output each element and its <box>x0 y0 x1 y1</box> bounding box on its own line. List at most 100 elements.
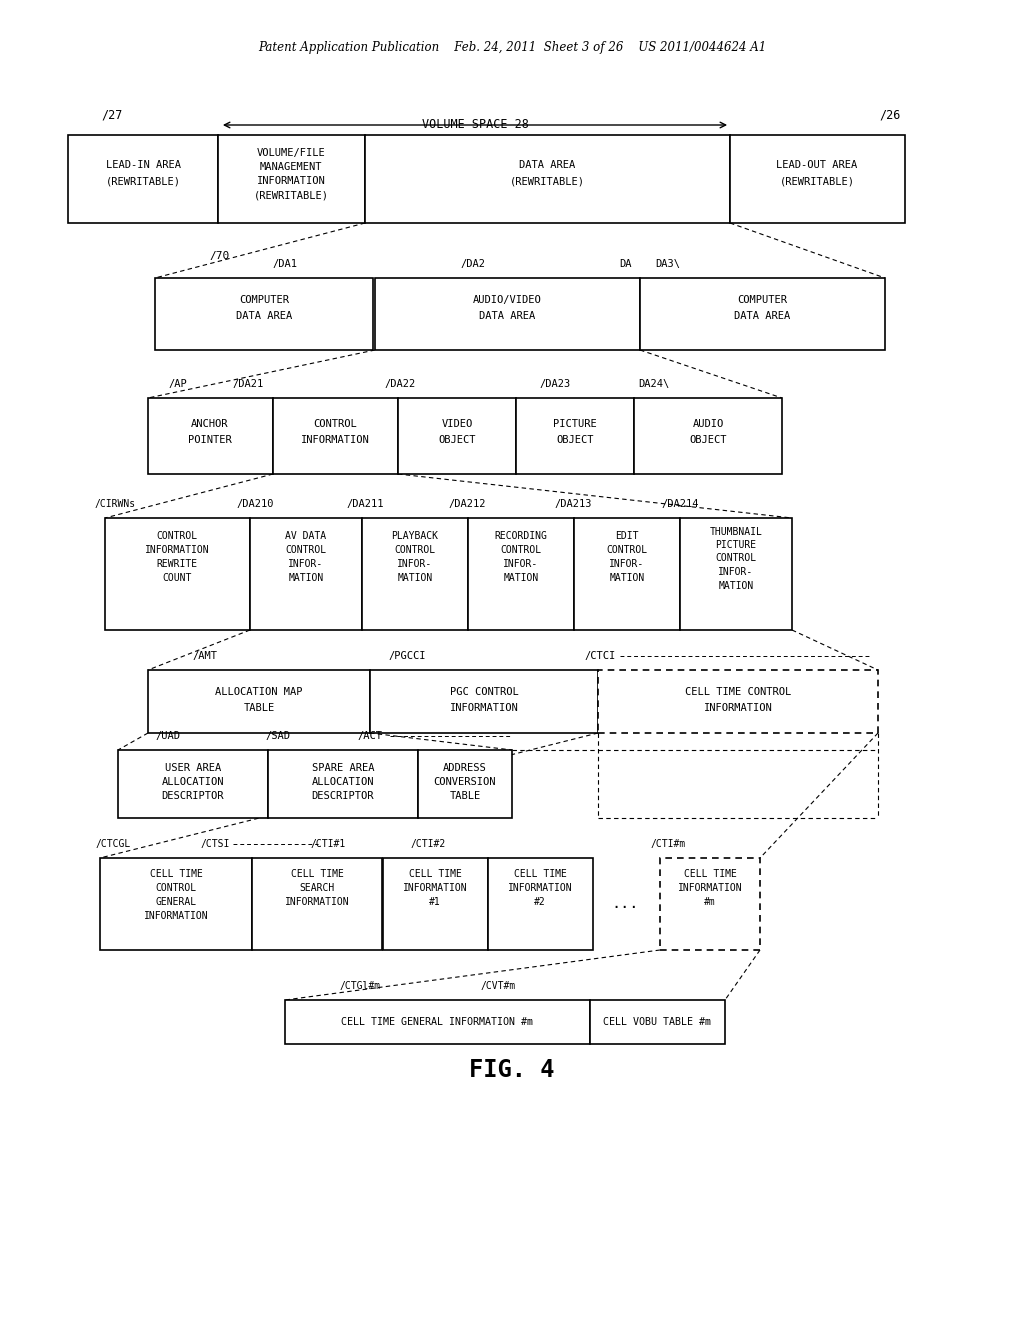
Text: INFORMATION: INFORMATION <box>450 704 518 713</box>
Bar <box>155 279 373 350</box>
Bar <box>250 517 362 630</box>
Text: PGC CONTROL: PGC CONTROL <box>450 686 518 697</box>
Text: DATA AREA: DATA AREA <box>734 312 791 321</box>
Text: TABLE: TABLE <box>450 791 480 801</box>
Text: CONVERSION: CONVERSION <box>434 777 497 787</box>
Text: DA: DA <box>618 259 631 269</box>
Text: /CTGl#m: /CTGl#m <box>339 981 381 991</box>
Text: /DA2: /DA2 <box>461 259 485 269</box>
Text: /DA1: /DA1 <box>272 259 298 269</box>
Text: OBJECT: OBJECT <box>556 436 594 445</box>
Text: OBJECT: OBJECT <box>438 436 476 445</box>
Text: /DA214: /DA214 <box>662 499 698 510</box>
Text: DESCRIPTOR: DESCRIPTOR <box>162 791 224 801</box>
Text: /AMT: /AMT <box>193 651 217 661</box>
Text: (REWRITABLE): (REWRITABLE) <box>510 176 585 186</box>
Text: INFORMATION: INFORMATION <box>285 898 349 907</box>
Text: VOLUME SPACE 28: VOLUME SPACE 28 <box>422 119 528 132</box>
Bar <box>634 399 782 474</box>
Text: INFORMATION: INFORMATION <box>143 911 208 921</box>
Text: INFORMATION: INFORMATION <box>508 883 572 894</box>
Bar <box>598 671 878 733</box>
Text: AUDIO: AUDIO <box>692 418 724 429</box>
Text: CONTROL: CONTROL <box>286 545 327 554</box>
Text: AUDIO/VIDEO: AUDIO/VIDEO <box>473 294 542 305</box>
Text: /DA23: /DA23 <box>540 379 570 389</box>
Bar <box>68 135 218 223</box>
Bar <box>252 858 382 950</box>
Text: /CTCI: /CTCI <box>585 651 615 661</box>
Text: CONTROL: CONTROL <box>313 418 357 429</box>
Text: FIG. 4: FIG. 4 <box>469 1059 555 1082</box>
Text: /AP: /AP <box>169 379 187 389</box>
Text: CELL TIME GENERAL INFORMATION #m: CELL TIME GENERAL INFORMATION #m <box>341 1016 534 1027</box>
Text: /SAD: /SAD <box>265 731 291 741</box>
Text: PICTURE: PICTURE <box>716 540 757 550</box>
Bar <box>365 135 730 223</box>
Text: PLAYBACK: PLAYBACK <box>391 531 438 541</box>
Bar <box>488 858 593 950</box>
Text: CONTROL: CONTROL <box>394 545 435 554</box>
Bar <box>118 750 268 818</box>
Text: INFOR-: INFOR- <box>397 558 432 569</box>
Text: INFOR-: INFOR- <box>504 558 539 569</box>
Text: /26: /26 <box>880 108 901 121</box>
Text: /UAD: /UAD <box>156 731 180 741</box>
Text: MANAGEMENT: MANAGEMENT <box>260 162 323 172</box>
Text: EDIT: EDIT <box>615 531 639 541</box>
Text: /PGCCI: /PGCCI <box>388 651 426 661</box>
Text: CONTROL: CONTROL <box>716 553 757 564</box>
Text: OBJECT: OBJECT <box>689 436 727 445</box>
Text: INFORMATION: INFORMATION <box>402 883 467 894</box>
Text: /DA21: /DA21 <box>232 379 263 389</box>
Text: /ACT: /ACT <box>357 731 383 741</box>
Text: /CVT#m: /CVT#m <box>480 981 516 991</box>
Bar <box>398 399 516 474</box>
Text: Patent Application Publication    Feb. 24, 2011  Sheet 3 of 26    US 2011/004462: Patent Application Publication Feb. 24, … <box>258 41 766 54</box>
Text: CELL TIME: CELL TIME <box>684 869 736 879</box>
Text: CELL VOBU TABLE #m: CELL VOBU TABLE #m <box>603 1016 711 1027</box>
Text: CELL TIME: CELL TIME <box>150 869 203 879</box>
Bar <box>640 279 885 350</box>
Text: #1: #1 <box>429 898 441 907</box>
Text: ALLOCATION: ALLOCATION <box>162 777 224 787</box>
Bar <box>218 135 365 223</box>
Text: /DA212: /DA212 <box>449 499 485 510</box>
Text: DATA AREA: DATA AREA <box>479 312 536 321</box>
Bar <box>375 279 640 350</box>
Text: SPARE AREA: SPARE AREA <box>311 763 374 774</box>
Text: PICTURE: PICTURE <box>553 418 597 429</box>
Text: COMPUTER: COMPUTER <box>737 294 787 305</box>
Text: VOLUME/FILE: VOLUME/FILE <box>257 148 326 158</box>
Bar <box>383 858 488 950</box>
Text: /70: /70 <box>210 251 230 261</box>
Text: THUMBNAIL: THUMBNAIL <box>710 527 763 537</box>
Bar <box>268 750 418 818</box>
Bar <box>100 858 252 950</box>
Text: GENERAL: GENERAL <box>156 898 197 907</box>
Bar <box>660 858 760 950</box>
Text: COUNT: COUNT <box>163 573 191 583</box>
Text: REWRITE: REWRITE <box>157 558 198 569</box>
Text: MATION: MATION <box>504 573 539 583</box>
Text: /DA213: /DA213 <box>554 499 592 510</box>
Text: ANCHOR: ANCHOR <box>191 418 228 429</box>
Text: /DA210: /DA210 <box>237 499 273 510</box>
Bar <box>680 517 792 630</box>
Text: /CIRWNs: /CIRWNs <box>94 499 135 510</box>
Text: ALLOCATION: ALLOCATION <box>311 777 374 787</box>
Text: MATION: MATION <box>719 581 754 591</box>
Bar <box>148 671 370 733</box>
Text: INFORMATION: INFORMATION <box>703 704 772 713</box>
Text: CONTROL: CONTROL <box>156 883 197 894</box>
Bar <box>468 517 574 630</box>
Text: #m: #m <box>705 898 716 907</box>
Text: CELL TIME: CELL TIME <box>514 869 566 879</box>
Bar <box>730 135 905 223</box>
Text: INFORMATION: INFORMATION <box>678 883 742 894</box>
Bar <box>370 671 598 733</box>
Text: CELL TIME CONTROL: CELL TIME CONTROL <box>685 686 792 697</box>
Text: LEAD-IN AREA: LEAD-IN AREA <box>105 160 180 170</box>
Text: ALLOCATION MAP: ALLOCATION MAP <box>215 686 303 697</box>
Text: CELL TIME: CELL TIME <box>291 869 343 879</box>
